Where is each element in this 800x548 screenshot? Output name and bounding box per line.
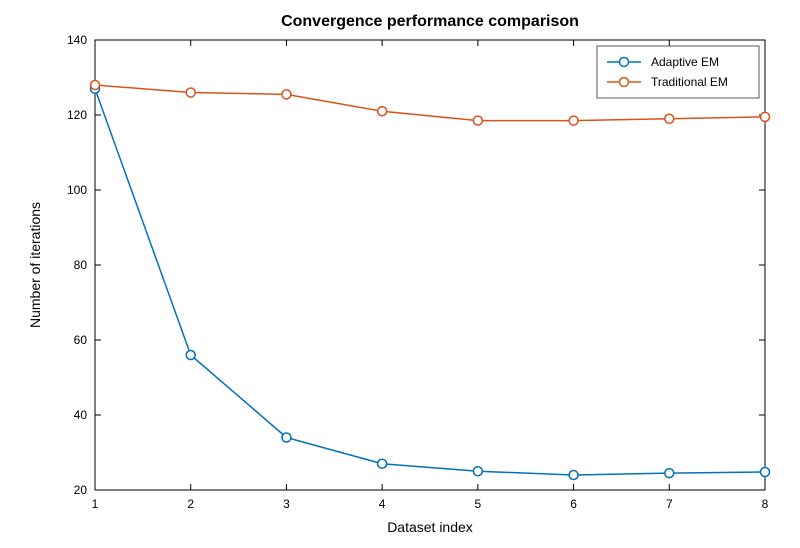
y-tick-label: 20 (74, 483, 88, 497)
legend-box (597, 46, 759, 98)
series-marker-1 (282, 90, 291, 99)
y-tick-label: 80 (74, 258, 88, 272)
x-axis-label: Dataset index (387, 519, 473, 535)
x-tick-label: 5 (475, 497, 482, 511)
series-marker-0 (186, 351, 195, 360)
series-marker-1 (473, 116, 482, 125)
x-tick-label: 4 (379, 497, 386, 511)
y-tick-label: 40 (74, 408, 88, 422)
x-tick-label: 7 (666, 497, 673, 511)
series-marker-1 (378, 107, 387, 116)
x-tick-label: 1 (92, 497, 99, 511)
x-tick-label: 6 (570, 497, 577, 511)
series-marker-0 (665, 469, 674, 478)
legend: Adaptive EM Traditional EM (597, 46, 759, 98)
series-marker-0 (569, 471, 578, 480)
chart-svg: 1 2 3 4 5 6 7 8 20 40 60 80 100 120 140 Dataset index Nu… (0, 0, 800, 548)
y-tick-label: 120 (67, 108, 87, 122)
x-tick-label: 8 (762, 497, 769, 511)
series-marker-0 (282, 433, 291, 442)
y-axis-label: Number of iterations (27, 202, 43, 328)
series-marker-1 (665, 114, 674, 123)
legend-label-1: Traditional EM (651, 75, 728, 89)
y-tick-label: 100 (67, 183, 87, 197)
chart-title: Convergence performance comparison (281, 13, 579, 30)
y-tick-label: 140 (67, 33, 87, 47)
series-marker-1 (569, 116, 578, 125)
x-tick-label: 2 (187, 497, 194, 511)
chart-container: 1 2 3 4 5 6 7 8 20 40 60 80 100 120 140 Dataset index Nu… (0, 0, 800, 548)
series-marker-1 (186, 88, 195, 97)
series-marker-1 (761, 112, 770, 121)
series-marker-1 (91, 81, 100, 90)
legend-marker-0 (620, 58, 629, 67)
series-marker-0 (473, 467, 482, 476)
x-tick-label: 3 (283, 497, 290, 511)
legend-label-0: Adaptive EM (651, 55, 719, 69)
series-marker-0 (761, 468, 770, 477)
y-tick-label: 60 (74, 333, 88, 347)
legend-marker-1 (620, 78, 629, 87)
series-marker-0 (378, 459, 387, 468)
